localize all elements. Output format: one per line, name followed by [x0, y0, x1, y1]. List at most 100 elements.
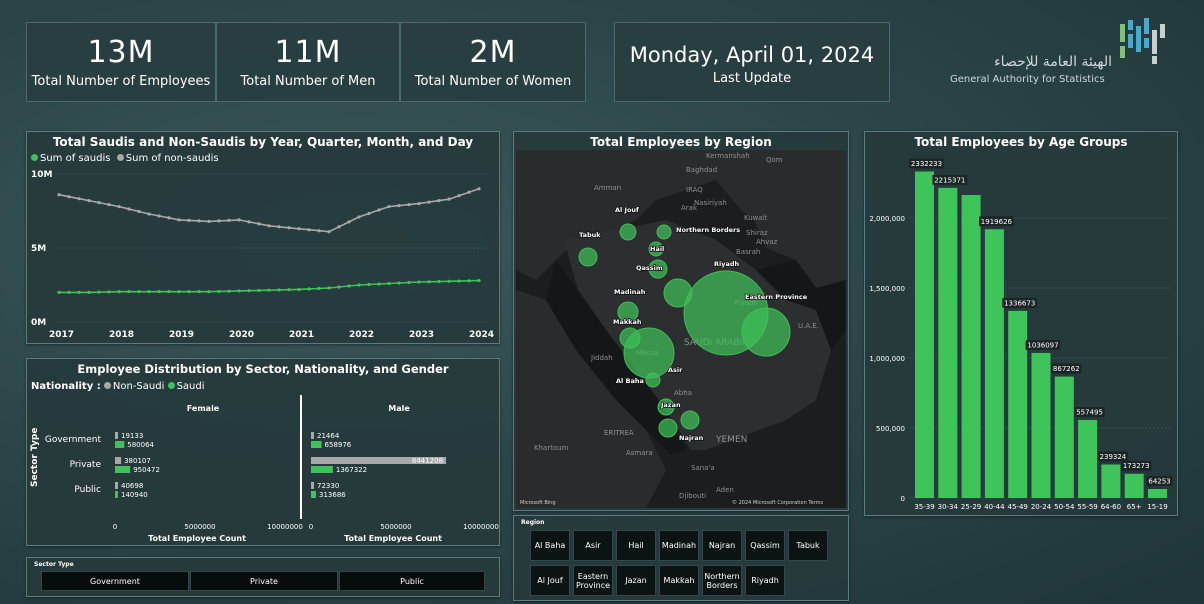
- gulf: [756, 260, 846, 350]
- x-tick-label: 2019: [169, 330, 194, 340]
- legend-saudis[interactable]: Sum of saudis: [31, 153, 110, 164]
- last-update-label: Last Update: [712, 71, 792, 86]
- geo-label: Qom: [766, 156, 783, 164]
- region-bubble: [741, 307, 791, 357]
- data-point: [127, 207, 131, 211]
- bar: [311, 457, 447, 464]
- data-label-bg: [932, 174, 968, 185]
- age-chart-plot[interactable]: 2,000,000 1,500,000 1,000,000 500,000 0 35-39…: [865, 150, 1179, 515]
- geo-label: Sana'a: [691, 464, 715, 472]
- data-label: 72330: [317, 482, 339, 490]
- data-label-bg: [1097, 451, 1129, 462]
- data-point: [287, 226, 291, 230]
- logo-arabic-text: الهيئة العامة للإحصاء: [994, 54, 1112, 70]
- geo-label: IRAQ: [686, 186, 703, 194]
- data-point: [257, 288, 261, 293]
- geo-label: U.A.E.: [798, 322, 819, 330]
- data-point: [127, 290, 131, 294]
- data-point: [357, 283, 361, 287]
- data-point: [77, 197, 81, 201]
- data-point: [467, 190, 471, 194]
- region-label: Hail: [650, 245, 664, 253]
- last-update-card: Monday, April 01, 2024 Last Update: [614, 22, 890, 102]
- data-point: [297, 227, 301, 231]
- region-option-najran[interactable]: Najran: [702, 530, 742, 561]
- land-africa: [516, 290, 666, 508]
- region-option-al-jouf[interactable]: Al Jouf: [530, 565, 570, 596]
- legend-saudi[interactable]: Saudi: [167, 381, 205, 392]
- data-label: 2332233: [911, 160, 942, 168]
- geo-label: Amman: [594, 184, 621, 192]
- region-bubble: [623, 327, 675, 379]
- region-option-asir[interactable]: Asir: [573, 530, 613, 561]
- category-label: Public: [74, 485, 101, 495]
- region-option-makkah[interactable]: Makkah: [659, 565, 699, 596]
- data-label: 867262: [1053, 365, 1080, 373]
- sector-chart-title: Employee Distribution by Sector, Nationa…: [77, 362, 449, 376]
- region-option-qassim[interactable]: Qassim: [745, 530, 785, 561]
- region-option-riyadh[interactable]: Riyadh: [745, 565, 785, 596]
- region-option-eastern-province[interactable]: Eastern Province: [573, 565, 613, 596]
- geo-label: Khartoum: [534, 444, 569, 452]
- logo-english-text: General Authority for Statistics: [950, 74, 1105, 85]
- y-tick-label: 0M: [31, 318, 46, 328]
- kpi-label: Total Number of Employees: [31, 74, 211, 89]
- region-map[interactable]: Kermanshah Qom Baghdad Amman IRAQ ArakNasiriy…: [516, 150, 846, 508]
- data-point: [87, 290, 91, 294]
- region-bubble: [680, 410, 700, 430]
- x-tick-label: 2020: [229, 330, 254, 340]
- geo-label: Basrah: [736, 248, 760, 256]
- region-label: Jazan: [660, 401, 681, 409]
- x-tick-label: 45-49: [1008, 503, 1028, 511]
- sector-chart-plot[interactable]: Sector Type Government Private Public Female…: [27, 395, 501, 545]
- data-point: [207, 290, 211, 294]
- line-chart-panel: Total Saudis and Non-Saudis by Year, Qua…: [26, 131, 500, 344]
- data-point: [337, 285, 341, 289]
- data-point: [387, 204, 391, 209]
- data-point: [57, 193, 61, 197]
- data-point: [167, 290, 171, 294]
- legend-non-saudis[interactable]: Sum of non-saudis: [116, 153, 219, 164]
- sector-option-public[interactable]: Public: [339, 571, 485, 591]
- data-point: [277, 288, 281, 292]
- geo-label: Djibouti: [679, 492, 706, 500]
- region-slicer: Region Al Baha Asir Hail Madinah Najran Qassi…: [513, 515, 849, 601]
- region-label: Asir: [668, 366, 683, 374]
- region-label: Makkah: [613, 318, 642, 326]
- red-sea: [546, 260, 686, 455]
- region-option-northern-borders[interactable]: Northern Borders: [702, 565, 742, 596]
- region-option-madinah[interactable]: Madinah: [659, 530, 699, 561]
- data-label: 173273: [1123, 462, 1150, 470]
- data-point: [367, 282, 371, 287]
- x-tick-label: 2021: [289, 330, 314, 340]
- geo-label: Shiraz: [746, 229, 768, 237]
- sector-option-government[interactable]: Government: [41, 571, 189, 591]
- region-label: Qassim: [636, 264, 663, 272]
- geo-label: ERITREA: [604, 429, 634, 437]
- legend-non-saudi[interactable]: Non-Saudi: [103, 381, 164, 392]
- x-tick-label: 2017: [49, 330, 74, 340]
- region-option-al-baha[interactable]: Al Baha: [530, 530, 570, 561]
- region-option-jazan[interactable]: Jazan: [616, 565, 656, 596]
- geo-label: Aden: [716, 486, 734, 494]
- bar: [1031, 352, 1051, 498]
- bar: [1078, 419, 1098, 498]
- data-label: 239324: [1100, 453, 1127, 461]
- data-point: [147, 290, 151, 294]
- data-point: [87, 199, 91, 203]
- data-label: 380107: [124, 457, 151, 465]
- bar: [311, 491, 317, 498]
- region-option-hail[interactable]: Hail: [616, 530, 656, 561]
- data-point: [397, 281, 401, 285]
- data-point: [477, 278, 481, 283]
- region-option-tabuk[interactable]: Tabuk: [788, 530, 828, 561]
- data-point: [187, 290, 191, 294]
- sector-option-private[interactable]: Private: [190, 571, 338, 591]
- x-tick-label: 5000000: [380, 523, 411, 531]
- data-label-bg: [979, 216, 1014, 227]
- region-bubble: [648, 241, 664, 257]
- bar: [311, 432, 314, 439]
- data-label: 557495: [1076, 408, 1103, 416]
- region-label: Northern Borders: [676, 226, 740, 234]
